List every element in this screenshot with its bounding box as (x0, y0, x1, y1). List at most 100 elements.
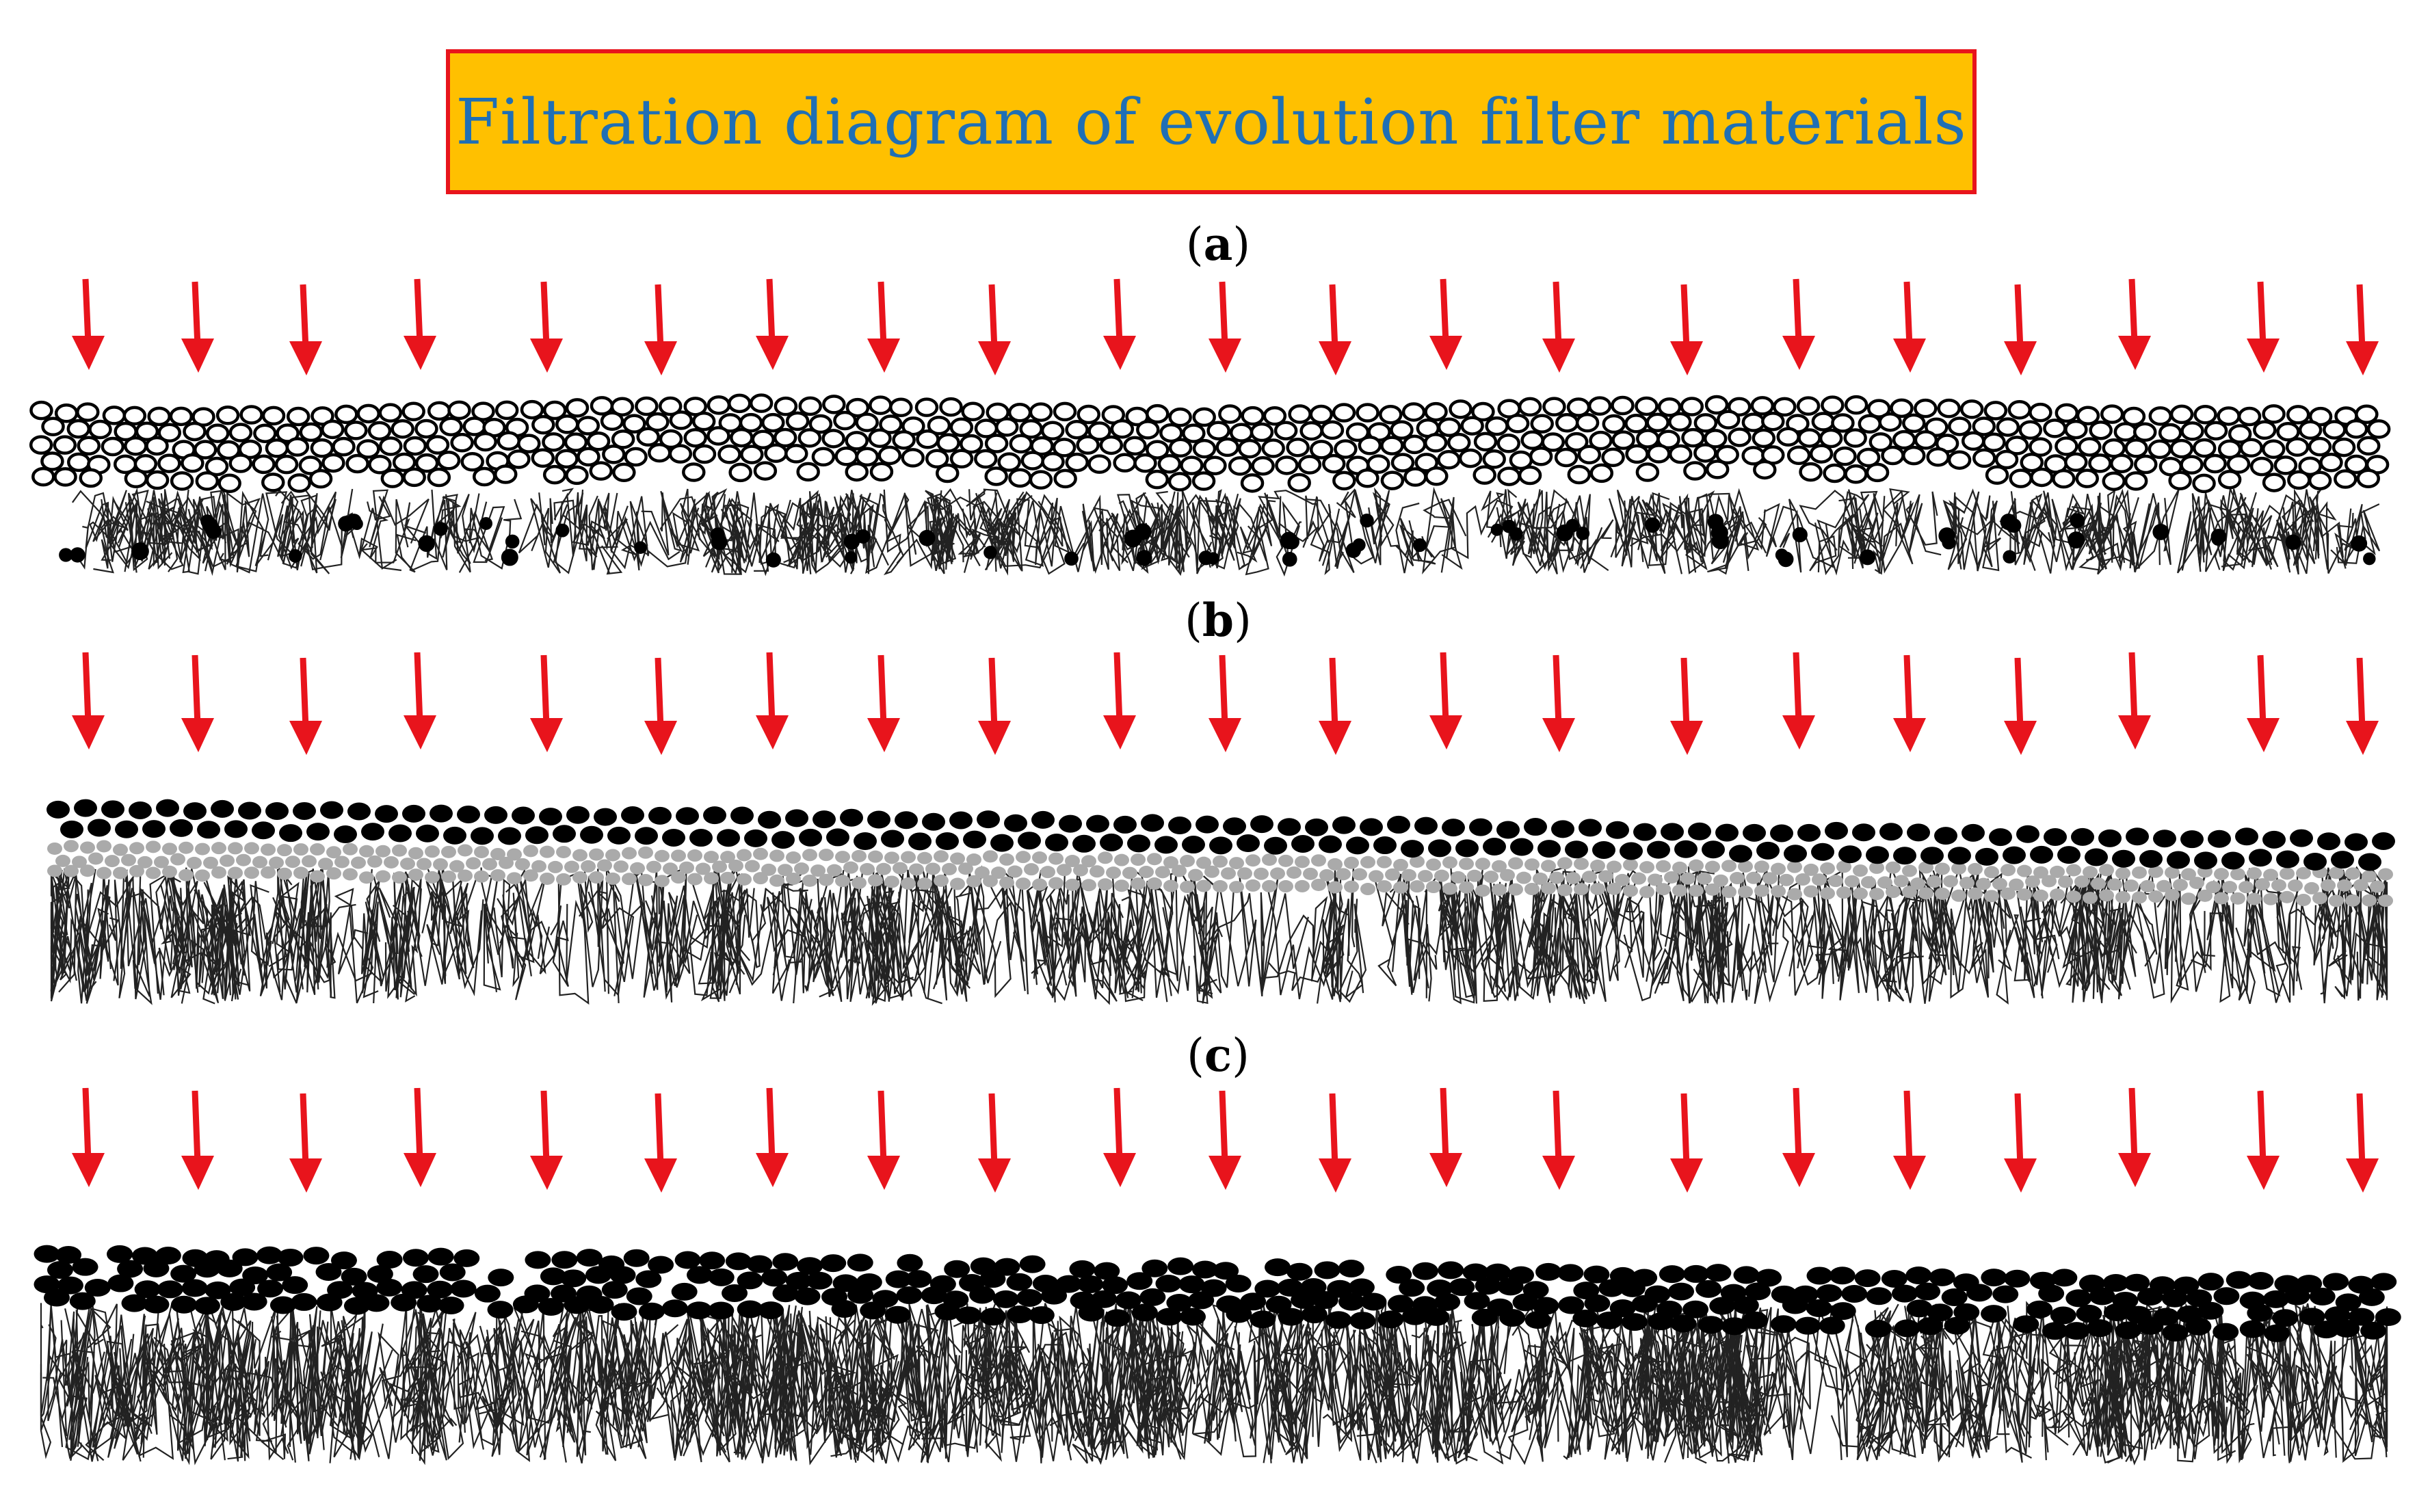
grey-particle (474, 845, 489, 858)
dust-cake-particle (1115, 1291, 1141, 1310)
open-particle (2124, 438, 2148, 458)
open-particle (1668, 412, 1692, 432)
grey-particle (1664, 871, 1679, 884)
fiber-strand (1141, 491, 1176, 570)
grey-particle (843, 861, 858, 874)
open-particle (1914, 398, 1938, 419)
grey-particle (1163, 856, 1178, 869)
fiber-strand (601, 501, 648, 575)
grey-particle (80, 864, 95, 877)
open-particle (193, 440, 217, 460)
grey-particle (2230, 868, 2245, 881)
open-particle (1937, 398, 1961, 419)
grey-particle (1697, 872, 1712, 885)
open-particle (1332, 403, 1356, 423)
grey-particle (2378, 894, 2393, 907)
fiber-strand (460, 1321, 512, 1446)
open-particle (577, 447, 600, 467)
fiber-strand (658, 877, 741, 994)
dust-cake-particle (134, 1280, 161, 1299)
grey-particle (1459, 858, 1474, 871)
dust-cake-particle (1325, 1311, 1352, 1329)
grey-particle (1442, 882, 1457, 895)
open-particle (1356, 403, 1379, 423)
fiber-strand (899, 1308, 928, 1456)
grey-particle (950, 852, 965, 865)
fiber-strand (1721, 877, 1801, 1003)
dark-particle (840, 808, 863, 827)
grey-particle (2025, 875, 2040, 888)
open-particle (949, 449, 974, 468)
grey-particle (851, 877, 867, 890)
open-particle (1471, 401, 1495, 422)
fiber-strand (1395, 502, 1436, 574)
grey-particle (819, 873, 834, 886)
dust-cake-particle (1682, 1264, 1709, 1283)
dust-cake-particle (367, 1264, 393, 1283)
dust-cake-particle (1709, 1297, 1736, 1315)
open-particle (901, 448, 925, 468)
open-particle (53, 435, 77, 455)
dust-cake-particle (315, 1262, 342, 1281)
grey-particle (655, 849, 670, 862)
dark-particle (2194, 851, 2217, 870)
open-particle (1693, 443, 1717, 463)
grey-particle (999, 853, 1014, 866)
down-arrow (289, 1093, 322, 1193)
dark-particle (1209, 836, 1232, 855)
fiber-strand (1813, 871, 1849, 977)
open-particle (1250, 422, 1274, 442)
grey-particle (2255, 878, 2270, 891)
dust-cake-particle (1485, 1263, 1511, 1282)
open-particle (356, 403, 381, 424)
fiber-strand (999, 1331, 1087, 1462)
dust-cake-particle (1188, 1291, 1215, 1310)
dust-cake-particle (1670, 1314, 1697, 1333)
open-particle (79, 468, 103, 488)
grey-particle (540, 872, 555, 885)
open-particle (797, 428, 822, 448)
fiber-strand (401, 1312, 447, 1461)
fiber-strand (483, 875, 501, 992)
open-particle (542, 464, 567, 485)
fiber-strand (466, 1341, 555, 1448)
open-particle (1261, 438, 1285, 458)
dust-cake-particle (2051, 1269, 2078, 1287)
dust-cake-particle (1524, 1311, 1551, 1329)
grey-particle (1451, 871, 1466, 884)
grey-particle (1639, 886, 1654, 899)
fiber-strand (1049, 894, 1070, 1003)
down-arrow (2118, 652, 2151, 750)
fiber-strand (947, 892, 1002, 1002)
grey-particle (720, 851, 735, 864)
fiber-strand (865, 886, 900, 1002)
grey-particle (1607, 860, 1622, 873)
grey-particle (1541, 881, 1556, 894)
open-particle (1401, 402, 1426, 422)
fiber-strand (2065, 886, 2102, 992)
trapped-particle (856, 529, 871, 544)
down-arrow (289, 657, 322, 755)
dust-cake-particle (1180, 1308, 1206, 1326)
open-particle (1497, 466, 1521, 486)
grey-particle (244, 866, 259, 879)
dust-cake-particle (1386, 1265, 1412, 1284)
dust-cake-particle (143, 1295, 170, 1314)
fiber-strand (731, 1306, 780, 1444)
grey-particle (893, 862, 908, 875)
down-arrow (1782, 652, 1815, 750)
dust-cake-particle (797, 1257, 823, 1275)
open-particle (961, 401, 985, 422)
grey-particle (359, 845, 374, 858)
fiber-strand (51, 881, 89, 1004)
grey-particle (252, 856, 267, 868)
fiber-strand (1610, 495, 1666, 574)
trapped-particle (843, 533, 860, 550)
fiber-strand (1685, 490, 1715, 557)
grey-particle (1377, 856, 1392, 868)
grey-particle (2288, 879, 2303, 892)
fiber-strand (2275, 883, 2323, 1003)
open-particle (796, 462, 820, 482)
dust-cake-particle (638, 1302, 665, 1321)
fiber-strand (181, 904, 217, 1004)
